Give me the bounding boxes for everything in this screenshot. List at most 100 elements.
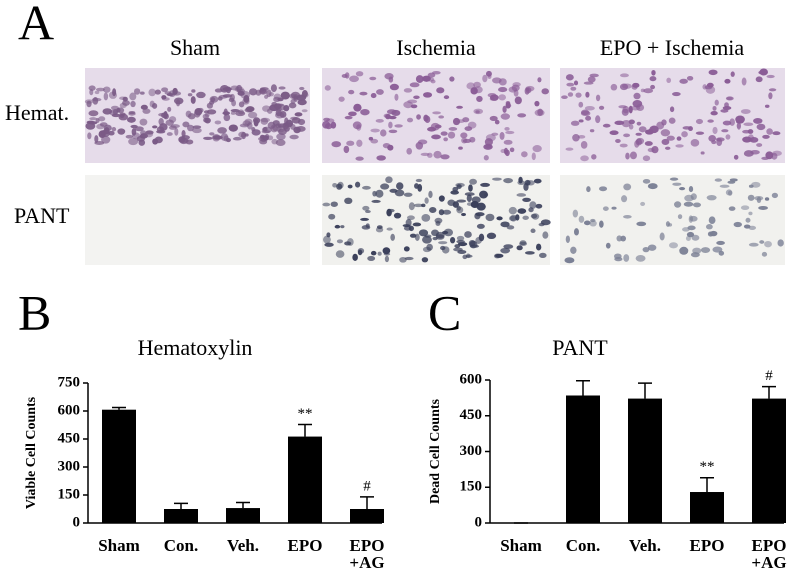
cell bbox=[87, 132, 92, 140]
bar bbox=[350, 509, 384, 523]
cell bbox=[485, 213, 495, 222]
cell bbox=[454, 244, 461, 249]
cell bbox=[695, 118, 703, 125]
cell bbox=[623, 133, 631, 138]
cell bbox=[431, 134, 441, 140]
cell bbox=[494, 119, 500, 125]
cell bbox=[214, 120, 222, 125]
cell bbox=[332, 183, 338, 188]
cell bbox=[589, 73, 599, 78]
cell bbox=[290, 99, 296, 104]
cell bbox=[621, 119, 631, 128]
cell bbox=[95, 117, 100, 123]
cell bbox=[486, 232, 497, 240]
cell bbox=[514, 96, 522, 105]
cell bbox=[290, 116, 298, 121]
cell bbox=[475, 110, 480, 114]
micrograph bbox=[85, 175, 310, 265]
cell bbox=[706, 194, 717, 201]
cell bbox=[377, 251, 382, 256]
cell bbox=[700, 247, 711, 253]
cell bbox=[139, 91, 145, 95]
cell bbox=[506, 103, 512, 108]
cell bbox=[347, 238, 354, 246]
cell bbox=[99, 122, 108, 127]
cell bbox=[708, 134, 717, 142]
cell bbox=[428, 190, 433, 199]
cell bbox=[276, 125, 285, 133]
cell bbox=[167, 106, 172, 112]
cell bbox=[361, 225, 371, 230]
y-tick-label: 300 bbox=[460, 443, 483, 459]
cell bbox=[467, 121, 477, 129]
cell bbox=[426, 77, 435, 82]
cell bbox=[230, 111, 236, 115]
cell bbox=[260, 117, 269, 125]
cell bbox=[498, 94, 507, 101]
cell bbox=[388, 121, 393, 129]
cell bbox=[500, 148, 507, 154]
cell bbox=[349, 75, 359, 83]
cell bbox=[500, 113, 511, 120]
cell bbox=[453, 247, 463, 252]
cell bbox=[386, 227, 393, 231]
y-tick-label: 150 bbox=[460, 479, 483, 495]
cell bbox=[449, 76, 455, 82]
column-header: Ischemia bbox=[396, 35, 476, 60]
cell bbox=[244, 133, 249, 137]
cell bbox=[322, 202, 331, 207]
cell bbox=[632, 100, 643, 108]
cell bbox=[518, 176, 523, 184]
cell bbox=[438, 115, 445, 119]
cell bbox=[705, 224, 713, 230]
cell bbox=[407, 117, 414, 123]
cell bbox=[185, 110, 192, 118]
row-label: PANT bbox=[14, 203, 70, 228]
cell bbox=[258, 136, 265, 141]
cell bbox=[743, 150, 754, 157]
cell bbox=[570, 86, 577, 91]
cell bbox=[434, 217, 443, 224]
cell bbox=[387, 208, 395, 213]
cell bbox=[668, 117, 676, 124]
cell bbox=[623, 183, 632, 191]
cell bbox=[301, 109, 308, 113]
cell bbox=[187, 93, 193, 97]
cell bbox=[457, 242, 468, 247]
cell bbox=[433, 150, 442, 159]
cell bbox=[660, 129, 671, 137]
cell bbox=[248, 111, 258, 119]
cell bbox=[236, 88, 246, 93]
cell bbox=[88, 85, 96, 91]
cell bbox=[344, 115, 353, 120]
cell bbox=[584, 105, 595, 111]
cell bbox=[565, 235, 571, 244]
cell bbox=[450, 236, 456, 244]
cell bbox=[595, 115, 601, 124]
cell bbox=[203, 136, 213, 140]
column-header: Sham bbox=[170, 35, 220, 60]
cell bbox=[92, 97, 99, 105]
cell bbox=[461, 213, 466, 217]
cell bbox=[722, 106, 732, 111]
cell bbox=[692, 202, 702, 208]
cell bbox=[421, 257, 429, 263]
cell bbox=[728, 206, 736, 211]
cell bbox=[103, 127, 110, 135]
cell bbox=[273, 93, 282, 100]
cell bbox=[429, 206, 437, 214]
cell bbox=[647, 183, 658, 190]
cell bbox=[730, 71, 735, 77]
cell bbox=[288, 102, 297, 109]
cell bbox=[672, 182, 682, 186]
cell bbox=[122, 96, 128, 102]
cell bbox=[602, 123, 611, 128]
cell bbox=[500, 221, 510, 228]
cell bbox=[688, 215, 693, 223]
significance-mark: # bbox=[765, 368, 773, 384]
cell bbox=[581, 109, 590, 116]
cell bbox=[394, 124, 403, 128]
cell bbox=[505, 130, 515, 135]
cell bbox=[615, 138, 621, 143]
x-tick-label: EPO +AG bbox=[349, 536, 385, 572]
